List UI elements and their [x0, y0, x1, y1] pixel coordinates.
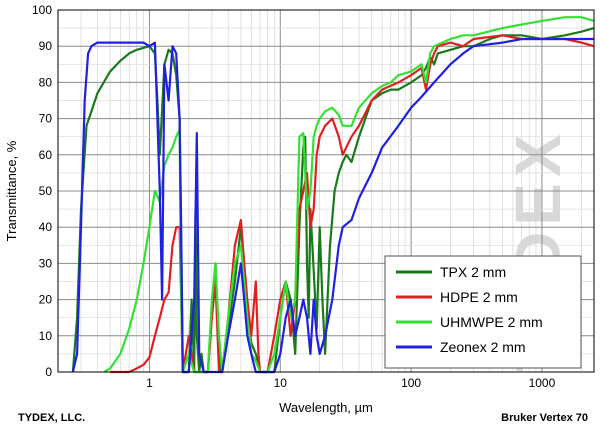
x-axis-title: Wavelength, µm: [279, 400, 373, 415]
x-tick-label: 10: [274, 376, 288, 390]
y-tick-label: 50: [39, 184, 53, 198]
legend-label-0: TPX 2 mm: [440, 264, 506, 280]
legend: TPX 2 mm HDPE 2 mm UHMWPE 2 mm Zeonex 2 mm: [384, 255, 582, 369]
y-tick-label: 70: [39, 112, 53, 126]
x-tick-labels: 1 10 100 1000: [146, 376, 556, 390]
y-tick-labels: 0 10 20 30 40 50 60 70 80 90 100: [32, 3, 52, 379]
series-line-3: [71, 37, 594, 374]
footer-left: TYDEX, LLC.: [18, 412, 85, 424]
y-tick-label: 0: [45, 365, 52, 379]
y-tick-label: 80: [39, 75, 53, 89]
y-tick-label: 20: [39, 293, 53, 307]
series-lines: [71, 16, 595, 374]
y-tick-label: 30: [39, 256, 53, 270]
series-line-1: [110, 34, 595, 374]
series-line-2: [103, 16, 595, 374]
plot-frame: [57, 9, 595, 373]
y-tick-label: 90: [39, 39, 53, 53]
legend-label-2: UHMWPE 2 mm: [440, 314, 543, 330]
legend-label-3: Zeonex 2 mm: [440, 339, 526, 355]
y-tick-label: 10: [39, 329, 53, 343]
y-axis-title: Transmittance, %: [4, 140, 19, 241]
y-tick-label: 100: [32, 3, 52, 17]
footer-right: Bruker Vertex 70: [501, 412, 588, 424]
y-tick-label: 40: [39, 220, 53, 234]
legend-box: [384, 255, 582, 369]
y-tick-label: 60: [39, 148, 53, 162]
legend-label-1: HDPE 2 mm: [440, 289, 518, 305]
x-tick-label: 1: [146, 376, 153, 390]
x-tick-label: 1000: [529, 376, 556, 390]
x-tick-label: 100: [401, 376, 421, 390]
